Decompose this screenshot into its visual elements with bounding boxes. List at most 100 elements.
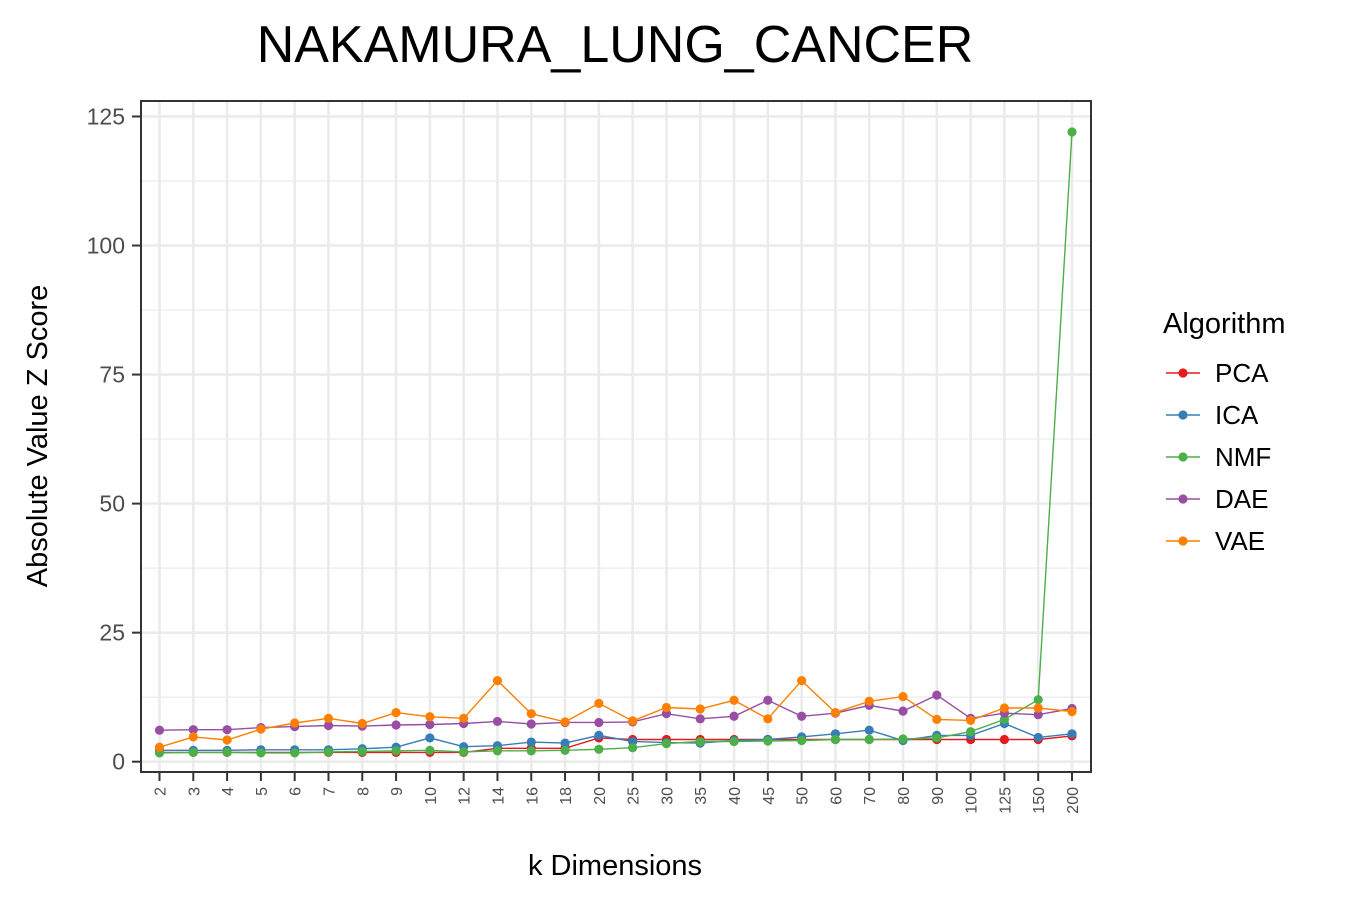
data-point-nmf [222, 747, 232, 757]
data-point-vae [492, 676, 503, 686]
legend-key-point-ica [1178, 410, 1188, 420]
data-point-nmf [830, 734, 841, 745]
x-tick-label: 25 [626, 787, 643, 805]
data-point-ica [526, 737, 536, 747]
data-point-nmf [729, 736, 739, 747]
x-tick-label: 35 [693, 787, 710, 805]
x-tick-label: 2 [153, 787, 170, 796]
x-tick-label: 40 [727, 787, 744, 805]
legend-key-point-vae [1178, 536, 1188, 546]
y-tick-label: 50 [99, 491, 125, 517]
series-line-nmf [159, 131, 1073, 754]
legend: Algorithm PCA ICA NMF DAE VAE [1163, 308, 1286, 556]
data-point-ica [1033, 732, 1043, 743]
data-point-vae [560, 717, 570, 727]
x-tick-label: 7 [321, 787, 338, 796]
x-tick-label: 30 [659, 787, 676, 805]
data-point-dae [594, 717, 604, 728]
data-point-vae [188, 732, 198, 742]
x-tick-label: 70 [862, 787, 879, 805]
data-point-vae [222, 735, 232, 745]
x-tick-label: 4 [220, 787, 237, 796]
x-tick-label: 60 [828, 787, 845, 805]
y-tick-label: 25 [99, 620, 125, 646]
legend-key-point-dae [1178, 494, 1188, 504]
data-point-vae [526, 709, 536, 719]
data-point-vae [763, 714, 773, 724]
y-tick-label: 100 [87, 233, 125, 259]
legend-item-dae: DAE [1166, 484, 1268, 514]
data-point-ica [594, 730, 604, 740]
x-tick-label: 20 [592, 787, 609, 805]
data-point-nmf [864, 734, 874, 745]
x-tick-label: 150 [1031, 787, 1048, 814]
data-point-nmf [695, 736, 705, 747]
data-point-vae [256, 724, 266, 734]
series-layer [154, 127, 1077, 758]
legend-item-pca: PCA [1166, 358, 1269, 388]
data-point-nmf [323, 747, 334, 757]
legend-label-ica: ICA [1215, 400, 1259, 430]
legend-item-nmf: NMF [1166, 442, 1271, 472]
data-point-dae [188, 725, 198, 735]
data-point-dae [526, 719, 536, 729]
data-point-nmf [391, 746, 401, 756]
data-point-ica [1067, 729, 1077, 739]
data-point-dae [391, 720, 401, 730]
series-line-dae [159, 694, 1073, 731]
series-line-vae [159, 679, 1073, 748]
y-axis-title: Absolute Value Z Score [22, 285, 54, 588]
data-point-vae [797, 676, 807, 686]
data-point-vae [1067, 707, 1077, 717]
y-tick-label: 125 [87, 103, 125, 129]
data-point-vae [999, 703, 1010, 713]
data-point-ica [425, 733, 435, 743]
x-tick-label: 10 [423, 787, 440, 805]
data-point-nmf [425, 745, 435, 755]
data-point-nmf [526, 746, 536, 756]
data-point-pca [999, 734, 1010, 745]
data-point-nmf [898, 734, 908, 744]
x-tick-label: 3 [186, 787, 203, 796]
data-point-vae [459, 713, 469, 723]
data-point-vae [864, 696, 874, 706]
data-point-nmf [492, 746, 503, 756]
x-tick-label: 200 [1065, 787, 1082, 814]
data-point-dae [492, 716, 503, 727]
grid [141, 101, 1091, 772]
legend-item-vae: VAE [1166, 526, 1265, 556]
x-tick-label: 80 [896, 787, 913, 805]
legend-label-pca: PCA [1215, 358, 1269, 388]
data-point-dae [763, 695, 773, 705]
data-point-dae [1033, 710, 1043, 720]
data-point-nmf [459, 747, 469, 757]
x-tick-label: 45 [761, 787, 778, 805]
data-point-dae [222, 725, 232, 735]
chart-title: NAKAMURA_LUNG_CANCER [257, 16, 974, 74]
x-tick-label: 12 [457, 787, 474, 805]
data-point-dae [729, 711, 739, 721]
data-point-nmf [932, 733, 942, 743]
y-tick-label: 75 [99, 362, 125, 388]
x-tick-label: 8 [355, 787, 372, 796]
legend-item-ica: ICA [1166, 400, 1259, 430]
data-point-nmf [797, 735, 807, 746]
y-axis: 0 25 50 75 100 125 [87, 103, 141, 775]
legend-label-dae: DAE [1215, 484, 1268, 514]
data-point-vae [729, 695, 739, 705]
data-point-nmf [594, 744, 604, 754]
data-point-vae [425, 712, 435, 722]
data-point-dae [932, 690, 942, 700]
plot-panel-border [140, 100, 1092, 773]
data-point-nmf [1067, 127, 1077, 137]
series-nmf [154, 127, 1077, 758]
data-point-vae [932, 714, 942, 724]
data-point-vae [290, 718, 300, 728]
x-tick-label: 9 [389, 787, 406, 796]
data-point-vae [1033, 703, 1043, 713]
x-tick-label: 5 [254, 787, 271, 796]
data-point-vae [830, 708, 841, 718]
legend-key-point-nmf [1178, 452, 1188, 462]
data-point-vae [594, 698, 604, 708]
